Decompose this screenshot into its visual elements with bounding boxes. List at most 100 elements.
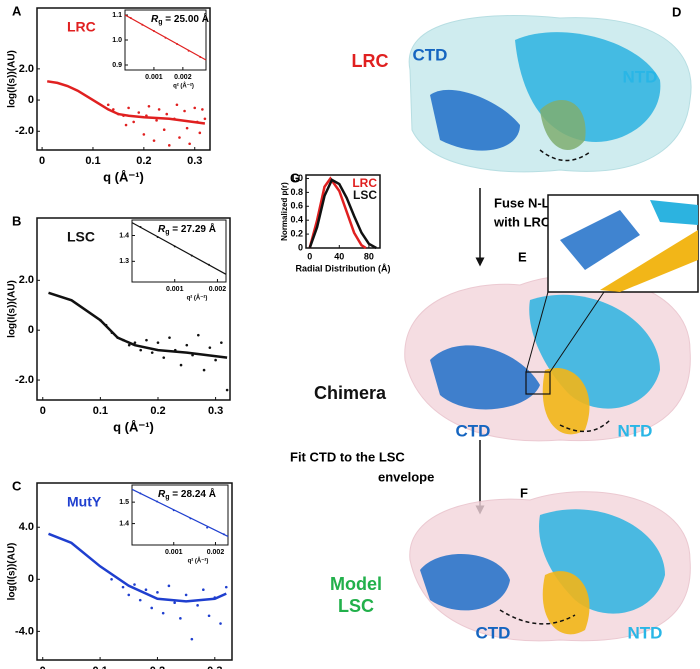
x-tick-label: 0.1 (85, 155, 100, 167)
data-point (121, 585, 125, 589)
panel-letter: B (12, 213, 21, 228)
structure-label: LRC (352, 51, 389, 71)
ctd-label: CTD (476, 623, 511, 642)
y-tick-label: 4.0 (19, 521, 34, 533)
rg-text: = 27.29 Å (170, 222, 216, 235)
data-point (198, 131, 202, 135)
legend-entry: LRC (352, 176, 377, 190)
x-tick-label: 0.3 (208, 405, 223, 417)
y-tick-label: 1.5 (119, 499, 129, 506)
data-point (142, 133, 146, 136)
data-line (124, 14, 207, 61)
data-point (147, 105, 151, 108)
ctd-label: CTD (413, 45, 448, 64)
data-point (150, 606, 154, 610)
x-tick-label: 0.3 (187, 155, 202, 167)
data-point (183, 109, 186, 113)
x-tick-label: 0 (39, 155, 45, 167)
data-point (156, 341, 160, 344)
rg-annotation: Rg = 27.29 Å (158, 222, 216, 236)
x-tick-label: 0.001 (166, 286, 184, 293)
rg-symbol: R (158, 224, 166, 235)
data-point (167, 584, 171, 588)
data-point (137, 111, 141, 114)
data-point (110, 578, 113, 581)
data-point (127, 593, 131, 597)
data-line (131, 222, 227, 275)
y-tick-label: 1.4 (119, 520, 129, 527)
ctd-domain (420, 553, 510, 611)
panel-letter: G (290, 170, 300, 185)
ntd-label: NTD (618, 421, 653, 440)
ctd-domain (430, 345, 540, 410)
data-point (175, 103, 179, 107)
y-tick-label: 0.8 (290, 187, 303, 197)
data-point (133, 583, 136, 586)
y-tick-label: 1.1 (112, 12, 122, 19)
data-point (138, 598, 142, 602)
data-point (179, 617, 182, 620)
data-point (185, 343, 189, 347)
y-tick-label: 0 (28, 94, 34, 106)
rg-annotation: Rg = 28.24 Å (158, 487, 216, 501)
x-tick-label: 0 (40, 405, 46, 417)
x-tick-label: 0 (40, 665, 46, 669)
data-line (308, 176, 367, 250)
data-point (112, 108, 115, 111)
structure-label: LSC (338, 596, 374, 616)
data-point (157, 108, 161, 111)
data-point (162, 128, 166, 132)
x-tick-label: 0.001 (145, 74, 163, 81)
y-axis-label: log(I(s))(AU) (7, 543, 18, 601)
y-tick-label: 1.0 (112, 37, 122, 44)
y-tick-label: 0 (298, 242, 303, 252)
inset-x-label: q² (Å⁻²) (187, 295, 208, 302)
rg-symbol: R (151, 14, 159, 25)
data-point (202, 588, 205, 592)
step-text: Fit CTD to the LSC (290, 449, 405, 464)
data-point (190, 637, 194, 641)
data-point (184, 593, 188, 597)
data-point (185, 126, 189, 130)
data-point (188, 142, 191, 146)
data-point (196, 604, 199, 607)
y-tick-label: -2.0 (15, 374, 34, 386)
chart-title: LSC (67, 229, 95, 245)
chart-title: LRC (67, 19, 96, 35)
data-point (224, 585, 228, 589)
data-point (208, 346, 212, 349)
x-tick-label: 80 (364, 251, 374, 261)
x-axis-label: q (Å⁻¹) (113, 419, 154, 434)
data-line (48, 291, 228, 359)
dna (542, 571, 590, 635)
data-point (219, 622, 222, 625)
data-point (201, 108, 204, 111)
rg-annotation: Rg = 25.00 Å (151, 12, 209, 26)
structure-f (409, 491, 691, 642)
structure-label: Model (330, 574, 382, 594)
data-line (308, 178, 377, 250)
ntd-label: NTD (628, 623, 663, 642)
data-point (173, 601, 176, 605)
y-tick-label: 0.2 (290, 228, 303, 238)
data-point (214, 358, 217, 362)
structure-label: Chimera (314, 383, 387, 403)
x-tick-label: 0.2 (150, 405, 165, 417)
data-point (133, 341, 137, 344)
data-point (207, 614, 211, 618)
data-point (145, 338, 148, 342)
data-point (132, 120, 135, 124)
y-tick-label: -4.0 (15, 625, 34, 637)
y-tick-label: 0 (28, 324, 34, 336)
data-point (152, 139, 156, 142)
x-tick-label: 40 (334, 251, 344, 261)
data-point (167, 144, 171, 147)
x-tick-label: 0.1 (93, 405, 108, 417)
panel-letter: A (12, 3, 22, 18)
data-point (127, 106, 130, 110)
y-axis-label: log(I(s))(AU) (7, 50, 18, 108)
y-axis-label: Normalized p(r) (280, 182, 289, 241)
x-tick-label: 0.002 (207, 549, 225, 556)
ntd-label: NTD (623, 67, 658, 86)
data-point (165, 112, 169, 116)
